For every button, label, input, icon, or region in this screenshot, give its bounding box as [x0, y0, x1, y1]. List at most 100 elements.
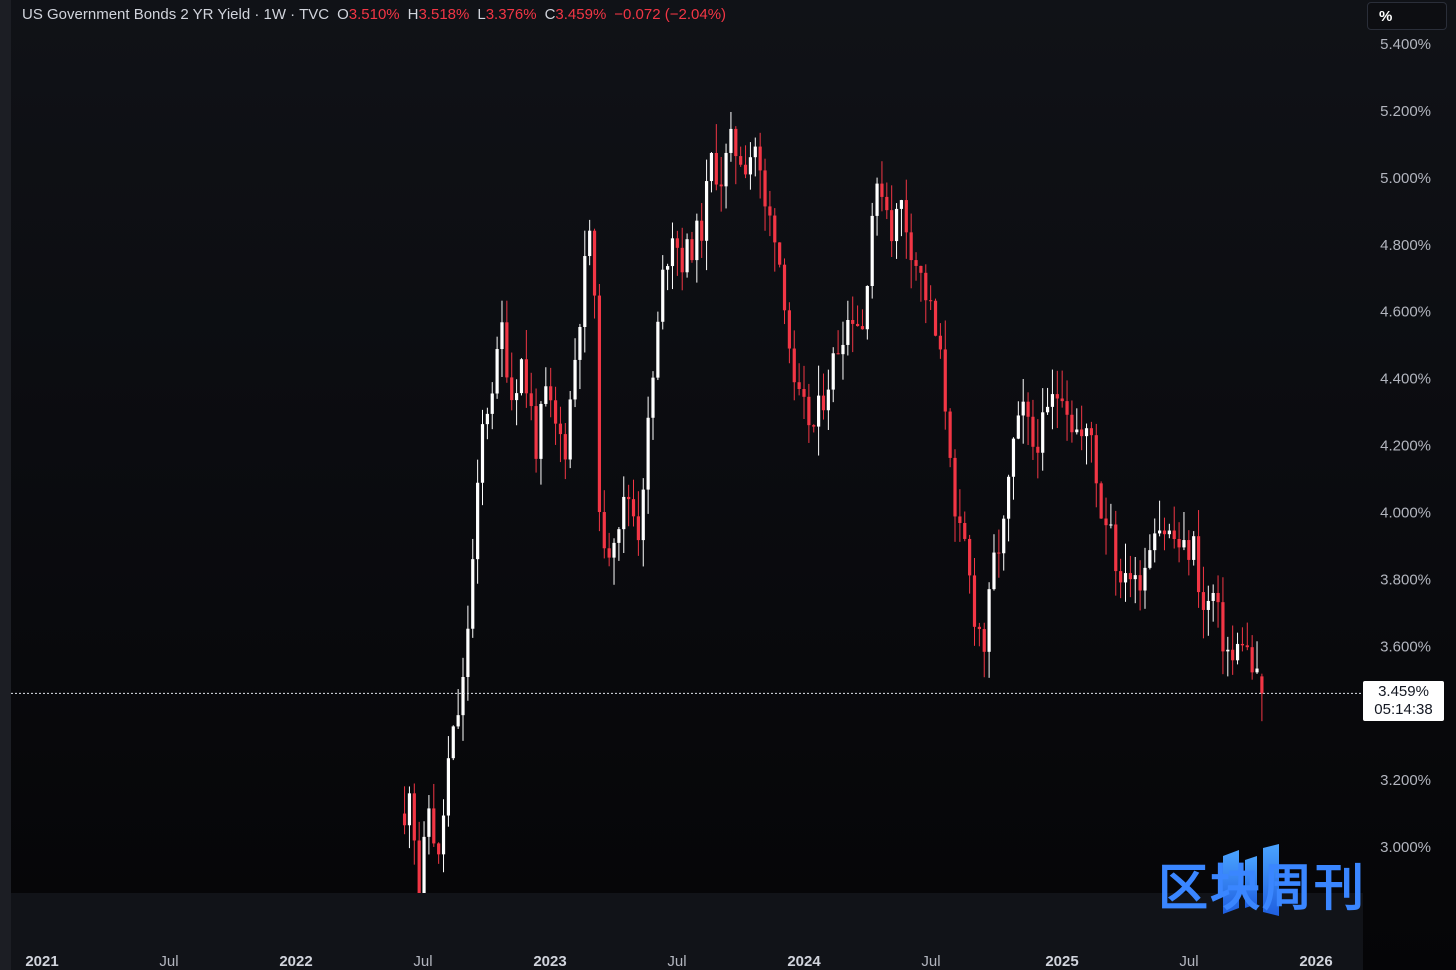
candle-body	[490, 393, 494, 414]
candle-body	[622, 496, 626, 530]
candle-body	[851, 319, 855, 324]
candle-body	[948, 411, 952, 458]
candle-body	[807, 396, 811, 426]
left-edge-strip	[0, 0, 11, 970]
candle-body	[831, 353, 835, 390]
time-tick-label: 2026	[1299, 953, 1333, 970]
candle-body	[1221, 602, 1225, 652]
candle-body	[1240, 643, 1245, 646]
candle-body	[1255, 668, 1259, 673]
candle-body	[1250, 647, 1254, 673]
candle-body	[1080, 429, 1084, 437]
candle-body	[471, 559, 475, 629]
candle-body	[661, 269, 665, 322]
price-tick-label: 3.600%	[1380, 638, 1431, 655]
candle-body	[1123, 573, 1128, 583]
candle-body	[631, 499, 636, 517]
candle-body	[1211, 592, 1215, 601]
candle-body	[992, 552, 996, 590]
candle-body	[792, 348, 796, 383]
candle-body	[666, 266, 670, 270]
candle-body	[773, 215, 777, 243]
candle-body	[899, 200, 904, 209]
candle-body	[695, 220, 699, 261]
candle-body	[739, 156, 743, 165]
candle-body	[1055, 394, 1059, 399]
candle-body	[821, 395, 826, 411]
candle-body	[446, 758, 450, 816]
candle-body	[1050, 394, 1055, 407]
candle-body	[700, 220, 704, 241]
candle-body	[768, 206, 772, 216]
candle-body	[1182, 540, 1186, 548]
candle-body	[753, 146, 757, 158]
candle-body	[675, 238, 679, 248]
candle-body	[938, 335, 942, 350]
candle-body	[549, 386, 553, 401]
candle-body	[763, 170, 767, 207]
candle-body	[612, 542, 616, 558]
candle-body	[1196, 536, 1201, 593]
open-label: O	[337, 6, 349, 23]
candle-body	[432, 808, 436, 844]
candle-body	[607, 548, 611, 558]
candle-body	[461, 677, 465, 716]
candle-body	[563, 434, 567, 460]
price-unit-button[interactable]: %	[1367, 2, 1447, 30]
candle-body	[865, 286, 869, 330]
candle-body	[1187, 540, 1191, 560]
candle-body	[748, 157, 753, 175]
candle-body	[1070, 414, 1074, 433]
price-tick-label: 4.200%	[1380, 438, 1431, 455]
candle-body	[1104, 518, 1108, 526]
price-tick-label: 4.600%	[1380, 304, 1431, 321]
candle-body	[826, 389, 830, 411]
candle-body	[578, 326, 582, 360]
candle-body	[963, 523, 967, 539]
candle-body	[1201, 592, 1206, 610]
candle-body	[1099, 483, 1103, 519]
candle-body	[505, 322, 509, 378]
candle-body	[855, 323, 860, 327]
candle-body	[914, 260, 918, 266]
candle-body	[1260, 676, 1264, 694]
candle-body	[583, 256, 587, 327]
candle-body	[802, 389, 806, 397]
candle-body	[943, 349, 947, 412]
time-tick-label: 2025	[1045, 953, 1079, 970]
candle-body	[627, 496, 631, 500]
candle-body	[958, 516, 962, 524]
candle-body	[422, 836, 426, 893]
candle-body	[709, 152, 714, 182]
candle-body	[1148, 550, 1152, 568]
time-axis[interactable]	[11, 893, 1363, 970]
candle-body	[1143, 567, 1147, 591]
price-tick-label: 3.200%	[1380, 772, 1431, 789]
price-tick-label: 4.000%	[1380, 504, 1431, 521]
price-tick-label: 5.200%	[1380, 103, 1431, 120]
time-tick-label: Jul	[413, 953, 433, 970]
candle-body	[894, 208, 899, 242]
candle-body	[407, 793, 412, 826]
candle-body	[1245, 645, 1249, 648]
brand-watermark-text: 区块周刊	[1158, 860, 1366, 916]
symbol-title[interactable]: US Government Bonds 2 YR Yield · 1W · TV…	[22, 6, 330, 23]
high-value: 3.518%	[418, 6, 470, 23]
candle-body	[1206, 600, 1210, 610]
candle-body	[1094, 435, 1098, 484]
candle-body	[466, 628, 470, 678]
candle-body	[1089, 428, 1094, 436]
chart-pane[interactable]: 5.400% 5.200% 5.000% 4.800% 4.600% 4.400% 4.20…	[0, 0, 1456, 893]
candle-body	[1075, 429, 1079, 433]
candle-body	[1172, 530, 1176, 540]
candle-body	[1084, 428, 1089, 437]
candle-body	[870, 215, 874, 287]
candle-body	[1235, 643, 1240, 661]
price-axis: 5.400% 5.200% 5.000% 4.800% 4.600% 4.400% 4.20…	[1380, 36, 1431, 856]
candle-body	[875, 183, 879, 216]
candle-body	[846, 319, 850, 345]
candle-body	[704, 181, 709, 241]
candle-body	[1216, 592, 1220, 603]
candle-body	[646, 417, 650, 490]
candle-body	[924, 272, 928, 301]
